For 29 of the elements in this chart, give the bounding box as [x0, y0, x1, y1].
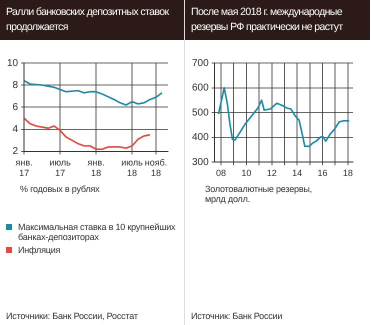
x-tick-label: июль 18	[121, 157, 144, 178]
y-tick-label: 600	[192, 82, 210, 94]
x-tick-label: 12	[266, 168, 277, 178]
x-tick-label: 10	[241, 168, 252, 178]
x-tick-label: янв. 17	[16, 157, 33, 178]
chart-title: Ралли банковских депозитных ставок продолжается	[0, 0, 184, 40]
chart-title: После мая 2018 г. международные резервы РФ практически не растут	[185, 0, 370, 40]
text: Источники: Банк России, Росстат	[5, 311, 139, 323]
x-tick-label: янв. 18	[87, 157, 105, 178]
y-tick-label: 4	[12, 124, 19, 136]
y-tick-label: 400	[192, 132, 210, 144]
x-tick-label: нояб. 18	[144, 157, 168, 178]
y-tick-label: 10	[7, 58, 19, 69]
x-tick-label: 16	[318, 168, 328, 178]
legend-label: Инфляция	[18, 245, 60, 255]
y-tick-label: 500	[192, 107, 210, 118]
y-tick-label: 6	[12, 102, 19, 113]
x-tick-label: 18	[342, 168, 353, 178]
text: Источник: Банк России	[190, 311, 284, 323]
text: % годовых в рублях	[19, 183, 100, 194]
y-tick-label: 2	[12, 146, 19, 158]
legend-label: Максимальная ставка в 10 крупнейших банках-депозиторах	[18, 222, 176, 242]
x-tick-label: 08	[216, 168, 226, 178]
y-tick-label: 700	[192, 58, 210, 69]
x-tick-label: 14	[292, 168, 302, 178]
x-tick-label: июль 17	[49, 157, 72, 178]
text: Золотовалютные резервы, мрлд долл.	[204, 183, 313, 204]
y-tick-label: 8	[12, 80, 19, 91]
y-tick-label: 300	[192, 156, 210, 168]
